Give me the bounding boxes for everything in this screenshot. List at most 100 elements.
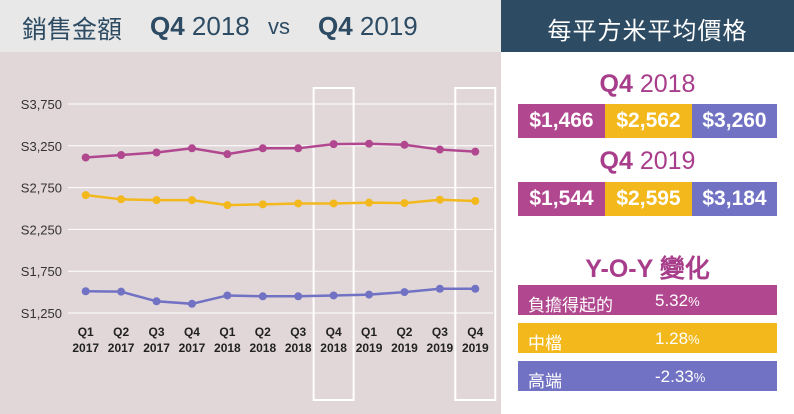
data-point xyxy=(400,140,409,149)
data-point xyxy=(471,147,480,156)
data-point xyxy=(258,144,267,153)
data-point xyxy=(187,144,196,153)
data-point xyxy=(365,139,374,148)
x-tick-quarter: Q2 xyxy=(113,325,129,339)
price-affordable-2019: $1,544 xyxy=(518,182,605,216)
data-point xyxy=(329,140,338,149)
x-tick-quarter: Q3 xyxy=(432,325,448,339)
y-tick-label: S2,250 xyxy=(21,222,62,237)
q4-2019-quarter: Q4 xyxy=(599,147,633,175)
x-tick-year: 2019 xyxy=(462,341,489,355)
period-b: Q4 2019 xyxy=(318,11,418,42)
data-point xyxy=(435,145,444,154)
data-point xyxy=(258,200,267,209)
period-b-year: 2019 xyxy=(359,11,418,41)
data-point xyxy=(223,201,232,210)
x-tick-quarter: Q4 xyxy=(184,325,200,339)
data-point xyxy=(435,284,444,293)
x-tick-quarter: Q2 xyxy=(255,325,271,339)
chart-panel: S1,250 S1,750 S2,250 S2,750 S3,250 S3,750 Q1 20… xyxy=(0,52,501,414)
price-title: 每平方米平均價格 xyxy=(547,18,748,45)
x-tick-quarter: Q4 xyxy=(467,325,483,339)
data-point xyxy=(223,291,232,300)
x-tick-year: 2019 xyxy=(391,341,418,355)
x-tick-quarter: Q1 xyxy=(78,325,94,339)
data-point xyxy=(435,195,444,204)
series-line xyxy=(85,193,476,207)
y-tick-label: S1,250 xyxy=(21,306,62,321)
yoy-pct-high: % xyxy=(693,370,706,385)
x-tick-year: 2019 xyxy=(427,341,454,355)
data-point xyxy=(152,297,161,306)
data-point xyxy=(365,198,374,207)
q4-2018-quarter: Q4 xyxy=(599,70,633,98)
data-point xyxy=(187,196,196,205)
data-point xyxy=(223,150,232,159)
x-tick-year: 2018 xyxy=(214,341,241,355)
period-a: Q4 2018 xyxy=(150,11,250,42)
price-mid-2018: $2,562 xyxy=(605,104,692,138)
y-tick-label: S1,750 xyxy=(21,264,62,279)
price-header: 每平方米平均價格 xyxy=(501,0,794,52)
data-point xyxy=(81,287,90,296)
period-a-year: 2018 xyxy=(191,11,250,41)
data-point xyxy=(294,292,303,301)
yoy-title: Y-O-Y 變化 xyxy=(585,255,710,283)
yoy-value-affordable: 5.32% xyxy=(655,291,700,311)
data-point xyxy=(329,291,338,300)
data-point xyxy=(117,287,126,296)
yoy-pct-affordable: % xyxy=(688,294,700,309)
x-tick-year: 2018 xyxy=(285,341,312,355)
line-chart: S1,250 S1,750 S2,250 S2,750 S3,250 S3,750 Q1 20… xyxy=(21,87,497,401)
price-high-2018: $3,260 xyxy=(692,104,777,138)
series-line xyxy=(85,287,476,306)
highlight-box xyxy=(454,87,497,401)
data-point xyxy=(471,284,480,293)
yoy-name-mid: 中檔 xyxy=(528,334,562,353)
data-point xyxy=(187,299,196,308)
yoy-row-high: 高端 -2.33% xyxy=(518,361,777,391)
data-point xyxy=(117,195,126,204)
q4-2019-prices: $1,544 $2,595 $3,184 xyxy=(518,182,777,216)
data-point xyxy=(152,196,161,205)
yoy-value-mid: 1.28% xyxy=(655,329,700,349)
data-point xyxy=(400,288,409,297)
highlight-box xyxy=(312,87,355,401)
yoy-name-high: 高端 xyxy=(528,372,562,391)
q4-2018-label: Q4 2018 xyxy=(501,70,794,99)
data-point xyxy=(329,199,338,208)
chart-title: 銷售金額 xyxy=(22,16,123,44)
x-tick-quarter: Q2 xyxy=(396,325,412,339)
data-point xyxy=(81,153,90,162)
yoy-value-high: -2.33% xyxy=(655,367,705,387)
x-tick-year: 2018 xyxy=(249,341,276,355)
q4-2018-prices: $1,466 $2,562 $3,260 xyxy=(518,104,777,138)
x-tick-quarter: Q3 xyxy=(290,325,306,339)
data-point xyxy=(294,199,303,208)
x-tick-quarter: Q3 xyxy=(149,325,165,339)
yoy-number-affordable: 5.32 xyxy=(655,291,689,310)
x-tick-quarter: Q1 xyxy=(219,325,235,339)
vs-label: vs xyxy=(268,14,290,39)
price-high-2019: $3,184 xyxy=(692,182,777,216)
data-point xyxy=(365,290,374,299)
yoy-number-high: -2.33 xyxy=(655,367,694,386)
y-tick-label: S3,250 xyxy=(21,139,62,154)
yoy-number-mid: 1.28 xyxy=(655,329,689,348)
x-tick-year: 2018 xyxy=(320,341,347,355)
yoy-row-mid: 中檔 1.28% xyxy=(518,323,777,353)
x-tick-year: 2019 xyxy=(356,341,383,355)
data-point xyxy=(400,199,409,208)
price-mid-2019: $2,595 xyxy=(605,182,692,216)
x-tick-year: 2017 xyxy=(72,341,99,355)
x-tick-year: 2017 xyxy=(179,341,206,355)
x-tick-year: 2017 xyxy=(108,341,135,355)
x-tick-quarter: Q1 xyxy=(361,325,377,339)
price-affordable-2018: $1,466 xyxy=(518,104,605,138)
data-point xyxy=(152,148,161,157)
y-tick-label: S2,750 xyxy=(21,181,62,196)
series-line xyxy=(85,142,476,159)
data-point xyxy=(294,144,303,153)
period-a-quarter: Q4 xyxy=(150,11,185,41)
